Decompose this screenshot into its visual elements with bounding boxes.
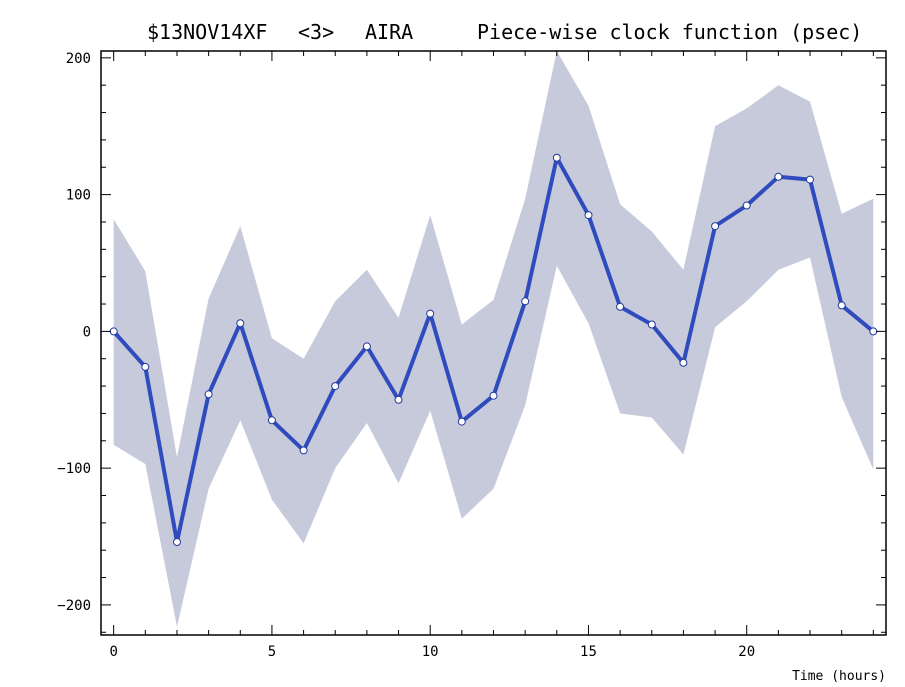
x-tick-label: 10 [422,644,439,660]
data-point [742,201,751,210]
chart-title-source: $13NOV14XF [147,20,267,44]
data-point [774,172,783,181]
data-point [204,390,213,399]
y-tick-label: 200 [66,51,91,67]
y-tick-label: 0 [83,324,91,340]
data-point [141,362,150,371]
x-tick-label: 20 [738,644,755,660]
y-tick-label: −100 [57,461,91,477]
data-point [552,153,561,162]
data-point [616,302,625,311]
y-tick-label: −200 [57,598,91,614]
axis-ticks [101,51,886,635]
x-tick-label: 0 [109,644,117,660]
data-point [837,301,846,310]
data-point [109,327,118,336]
data-point [521,297,530,306]
data-point [584,211,593,220]
data-point [267,416,276,425]
y-tick-label: 100 [66,188,91,204]
data-point [711,222,720,231]
data-point [173,538,181,546]
data-point [426,309,435,318]
x-tick-label: 15 [580,644,597,660]
data-point [806,175,814,184]
y-tick-labels: −200 −100 0 100 200 [57,51,91,614]
data-point [331,382,340,391]
uncertainty-band [113,51,874,627]
data-point [489,391,498,400]
data-point [362,342,371,351]
data-point [457,417,466,426]
x-tick-label: 5 [268,644,276,660]
chart-title-index: <3> [298,20,334,44]
data-point [647,320,656,329]
data-points [109,153,878,546]
chart-title-description: Piece-wise clock function (psec) [477,20,862,44]
data-point [236,319,245,328]
data-point [869,327,878,336]
data-point [299,446,308,455]
x-axis-label: Time (hours) [792,669,886,684]
x-tick-labels: 0 5 10 15 20 [109,644,755,660]
uncertainty-band-area [113,51,874,627]
chart-title-station: AIRA [365,20,413,44]
data-point [679,358,688,367]
data-point [394,395,403,404]
